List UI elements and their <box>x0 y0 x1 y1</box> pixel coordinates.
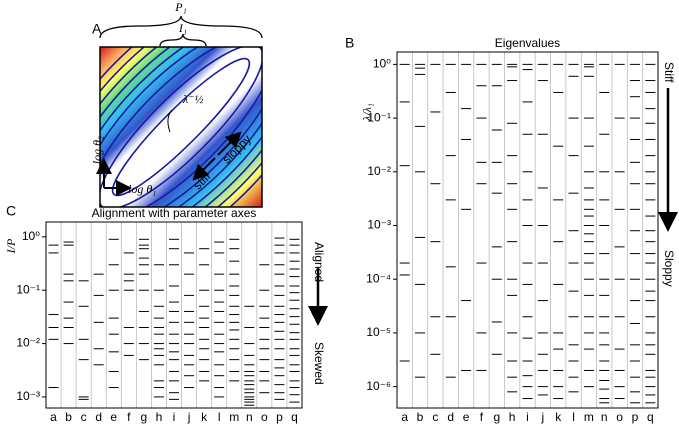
x-tick-label: e <box>110 410 117 424</box>
x-tick-label: o <box>261 410 268 424</box>
chart-title: Eigenvalues <box>495 36 560 50</box>
x-tick-label: n <box>246 410 253 424</box>
y-tick-label: 10⁻³ <box>367 218 391 232</box>
diagram: A P₁ I₁ λ⁻½ stiff sloppy log θ₂ log θ₁ <box>90 0 263 208</box>
x-tick-label: m <box>229 410 239 424</box>
x-tick-label: p <box>276 410 283 424</box>
x-tick-label: d <box>95 410 102 424</box>
x-tick-label: q <box>647 410 654 424</box>
x-tick-label: c <box>81 410 87 424</box>
y-tick-label: 10⁻⁴ <box>366 271 391 285</box>
x-tick-label: h <box>509 410 516 424</box>
brace <box>167 109 173 133</box>
y-tick-label: 10⁻² <box>367 164 391 178</box>
x-tick-label: c <box>432 410 438 424</box>
y-tick-label: 10⁻² <box>16 336 40 350</box>
y-axis-label: log θ₂ <box>90 136 104 164</box>
y-axis-label: I/P <box>4 238 18 254</box>
x-tick-label: i <box>526 410 529 424</box>
y-tick-label: 10⁻¹ <box>367 110 391 124</box>
plot-frame <box>45 221 303 409</box>
x-axis-label: log θ₁ <box>128 182 156 196</box>
x-tick-label: f <box>480 410 484 424</box>
x-tick-label: f <box>127 410 131 424</box>
x-tick-label: b <box>65 410 72 424</box>
x-tick-label: i <box>173 410 176 424</box>
x-tick-label: o <box>616 410 623 424</box>
y-tick-label: 10⁻¹ <box>16 282 40 296</box>
x-tick-label: m <box>584 410 594 424</box>
p-label: P₁ <box>174 0 187 14</box>
x-tick-label: l <box>218 410 221 424</box>
y-tick-label: 10⁰ <box>22 229 40 243</box>
annotation: Aligned <box>312 242 326 282</box>
chart: B Eigenvalues λ/λ₁ 10⁰ 10⁻¹ 10⁻² 10⁻³ 10⁻⁴ 10⁻⁵ 1… <box>345 35 678 424</box>
x-tick-label: n <box>601 410 608 424</box>
chart-title: Alignment with parameter axes <box>92 206 257 220</box>
annotation: Stiff <box>662 62 676 83</box>
panel-label: B <box>345 35 354 51</box>
x-tick-label: g <box>141 410 148 424</box>
brace <box>99 15 263 39</box>
i-label: I₁ <box>178 21 187 35</box>
panel-label: C <box>6 203 16 219</box>
x-tick-label: p <box>632 410 639 424</box>
x-tick-label: k <box>555 410 562 424</box>
x-tick-label: l <box>572 410 575 424</box>
x-tick-label: b <box>417 410 424 424</box>
panel-label: A <box>92 21 102 37</box>
y-tick-label: 10⁻³ <box>16 389 40 403</box>
annotation: Sloppy <box>662 250 676 287</box>
x-tick-label: h <box>156 410 163 424</box>
lambda-label: λ⁻½ <box>182 92 204 106</box>
y-tick-label: 10⁰ <box>373 57 391 71</box>
x-tick-label: q <box>291 410 298 424</box>
y-axis-label: λ/λ₁ <box>360 103 374 122</box>
x-tick-label: e <box>463 410 470 424</box>
x-tick-label: j <box>541 410 545 424</box>
x-tick-label: d <box>447 410 454 424</box>
y-tick-label: 10⁻⁵ <box>366 325 391 339</box>
y-tick-label: 10⁻⁶ <box>366 379 391 393</box>
chart: C Alignment with parameter axes I/P 10⁰ 10⁻¹… <box>4 203 328 424</box>
annotation: Skewed <box>312 342 326 385</box>
x-tick-label: g <box>493 410 500 424</box>
x-tick-label: a <box>401 410 408 424</box>
x-tick-label: j <box>187 410 191 424</box>
x-tick-label: k <box>201 410 208 424</box>
brace <box>159 33 207 47</box>
x-tick-label: a <box>50 410 57 424</box>
